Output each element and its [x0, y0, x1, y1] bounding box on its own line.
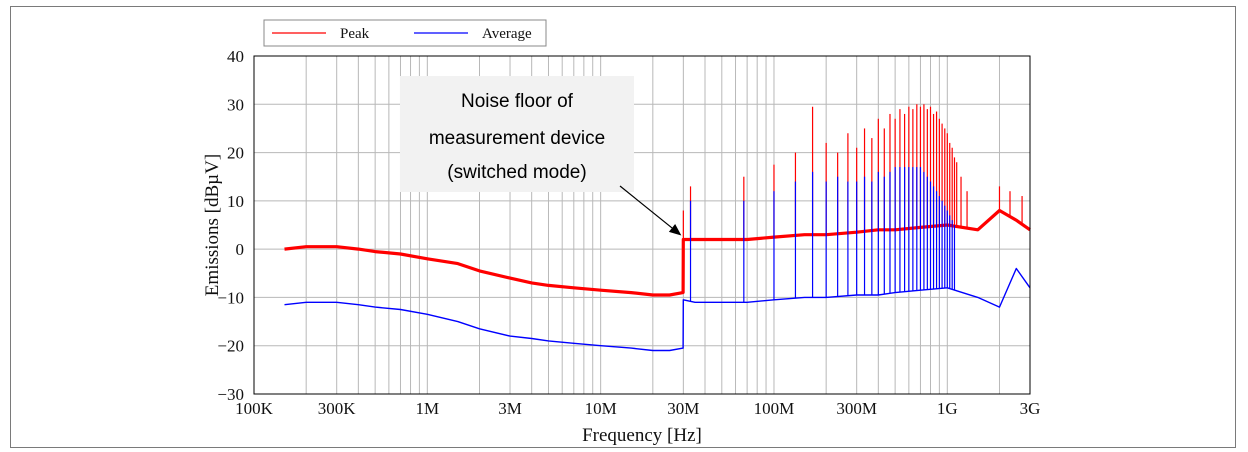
y-tick-labels: 40 30 20 10 0 −10 −20 −30: [217, 47, 244, 404]
y-tick-label: −10: [217, 288, 244, 307]
x-tick-label: 1M: [416, 399, 440, 418]
x-tick-label: 100K: [235, 399, 274, 418]
series-line-average: [284, 267, 1031, 352]
legend-average-label: Average: [482, 26, 532, 42]
y-tick-label: 30: [227, 95, 244, 114]
legend-peak-label: Peak: [340, 26, 370, 42]
x-tick-label: 300M: [836, 399, 877, 418]
y-axis-label: Emissions [dBµV]: [202, 154, 223, 296]
legend: Peak Average: [263, 19, 547, 47]
y-tick-label: 20: [227, 144, 244, 163]
annotation-line-1: Noise floor of: [461, 91, 574, 112]
annotation-arrow: [619, 185, 673, 229]
x-tick-label: 3M: [498, 399, 522, 418]
x-tick-label: 300K: [318, 399, 357, 418]
x-tick-label: 1G: [937, 399, 958, 418]
y-tick-label: −30: [217, 385, 244, 404]
series-average: [284, 167, 1031, 352]
annotation-box: [400, 76, 634, 192]
y-tick-label: 10: [227, 192, 244, 211]
series-line-peak: [284, 208, 1031, 297]
series-layer: [284, 104, 1031, 352]
x-tick-label: 100M: [754, 399, 795, 418]
plot-border: [253, 55, 1031, 395]
x-tick-label: 3G: [1020, 399, 1041, 418]
x-tick-labels: 100K 300K 1M 3M 10M 30M 100M 300M 1G 3G: [235, 399, 1040, 418]
y-tick-label: 0: [236, 240, 245, 259]
x-axis-label: Frequency [Hz]: [582, 425, 702, 446]
annotation-arrowhead: [668, 224, 682, 236]
annotation: Noise floor of measurement device (switc…: [400, 76, 682, 236]
y-tick-label: 40: [227, 47, 244, 66]
y-tick-label: −20: [217, 337, 244, 356]
x-tick-label: 10M: [585, 399, 617, 418]
annotation-line-3: (switched mode): [447, 162, 586, 183]
plot-area: [254, 56, 1030, 394]
annotation-line-2: measurement device: [429, 128, 605, 149]
x-tick-label: 30M: [667, 399, 699, 418]
